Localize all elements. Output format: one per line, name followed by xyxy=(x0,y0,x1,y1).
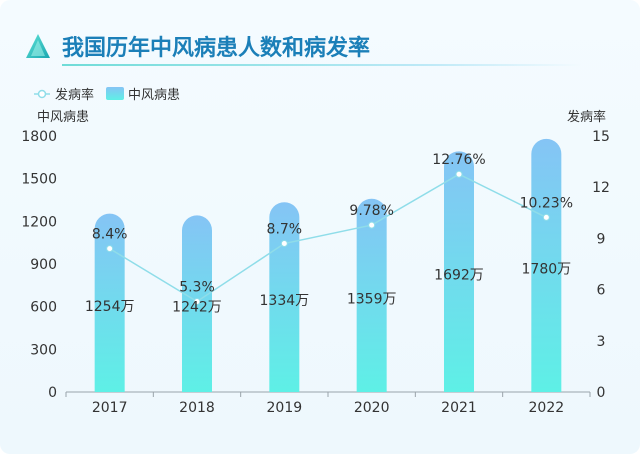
rate-data-label: 12.76% xyxy=(432,152,485,168)
x-tick-label: 2018 xyxy=(179,400,215,416)
y-axis-ticks: 0 300 600 900 1200 1500 1800 xyxy=(21,129,57,401)
legend: 发病率 中风病患 xyxy=(34,87,180,103)
rate-data-label: 10.23% xyxy=(520,195,573,211)
rate-point xyxy=(368,221,376,229)
bar-data-label: 1692万 xyxy=(434,268,484,284)
y2-axis-ticks: 0 3 6 9 12 15 xyxy=(592,129,610,401)
y-tick-label: 1500 xyxy=(21,172,57,188)
bar-data-label: 1780万 xyxy=(522,261,572,277)
rate-point xyxy=(280,240,288,248)
bar xyxy=(269,202,300,392)
y2-axis-title: 发病率 xyxy=(567,109,606,125)
x-axis-ticks: 2017 2018 2019 2020 2021 2022 xyxy=(65,392,591,416)
rate-data-label: 8.7% xyxy=(267,222,303,238)
rate-point xyxy=(193,298,201,306)
bar-series xyxy=(94,138,562,392)
x-tick-label: 2019 xyxy=(267,400,303,416)
y-tick-label: 0 xyxy=(48,385,57,401)
y2-tick-label: 0 xyxy=(597,385,606,401)
bar-data-label: 1334万 xyxy=(260,293,310,309)
bar xyxy=(444,151,474,392)
y2-tick-label: 9 xyxy=(597,231,606,247)
legend-rate-label: 发病率 xyxy=(55,87,94,103)
rate-data-label: 8.4% xyxy=(92,227,128,243)
y-tick-label: 900 xyxy=(30,257,57,273)
bar-data-label: 1359万 xyxy=(347,291,397,307)
legend-marker-swatch xyxy=(37,89,47,99)
bar-data-label: 1254万 xyxy=(85,299,135,315)
y-tick-label: 600 xyxy=(30,300,57,316)
y-axis-title: 中风病患 xyxy=(37,110,89,125)
rate-line-series xyxy=(106,170,550,306)
triangle-logo-icon xyxy=(26,34,50,58)
chart-title: 我国历年中风病患人数和病发率 xyxy=(62,36,371,61)
bar xyxy=(356,198,387,392)
y-tick-label: 1800 xyxy=(21,129,57,145)
bar xyxy=(531,138,562,392)
legend-patients-label: 中风病患 xyxy=(128,88,180,103)
y2-tick-label: 3 xyxy=(597,334,606,350)
legend-bar-swatch xyxy=(106,87,124,100)
x-tick-label: 2021 xyxy=(441,400,477,416)
y-tick-label: 300 xyxy=(30,342,57,358)
y2-tick-label: 12 xyxy=(592,180,610,196)
y-tick-label: 1200 xyxy=(21,214,57,230)
y2-tick-label: 15 xyxy=(592,129,610,145)
title-underline xyxy=(62,64,582,66)
rate-point xyxy=(106,245,114,253)
rate-point xyxy=(455,170,463,178)
x-tick-label: 2017 xyxy=(92,400,128,416)
rate-data-label: 5.3% xyxy=(179,280,215,296)
bar-data-label: 1242万 xyxy=(172,300,222,316)
y2-tick-label: 6 xyxy=(597,283,606,299)
x-tick-label: 2022 xyxy=(529,400,565,416)
rate-line xyxy=(109,173,547,303)
data-labels: 8.4% 5.3% 8.7% 9.78% 12.76% 10.23% 1254万 1242万 1… xyxy=(85,152,573,315)
bar xyxy=(94,213,125,392)
rate-data-label: 9.78% xyxy=(349,203,393,219)
x-tick-label: 2020 xyxy=(354,400,390,416)
rate-point xyxy=(542,213,550,221)
